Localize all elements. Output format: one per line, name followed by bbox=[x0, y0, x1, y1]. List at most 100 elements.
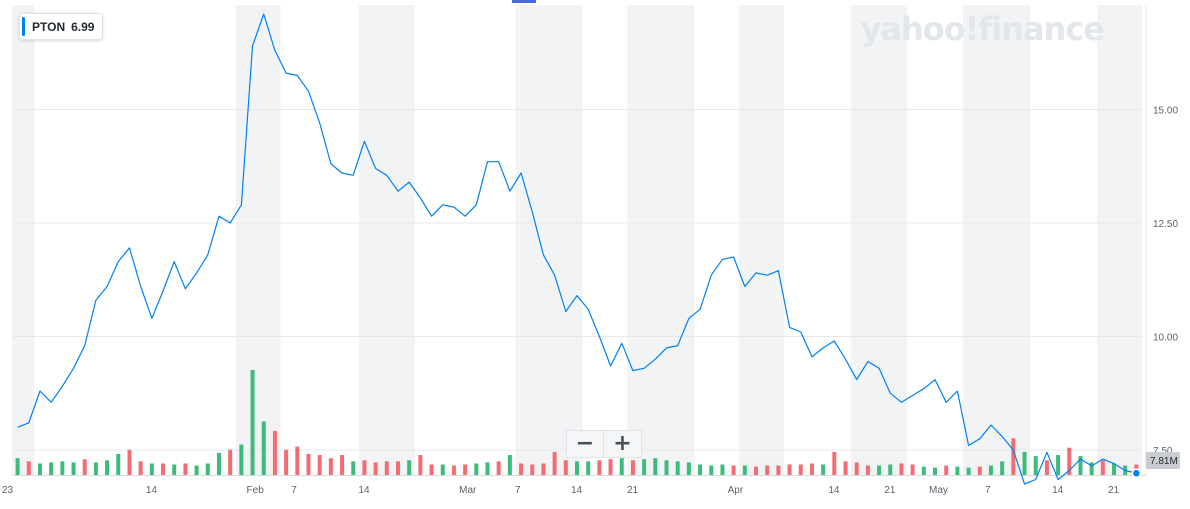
volume-bar bbox=[496, 461, 501, 475]
y-tick-label: 12.50 bbox=[1153, 219, 1178, 230]
volume-bar bbox=[1089, 462, 1094, 475]
volume-bar bbox=[205, 463, 210, 475]
shaded-band bbox=[12, 5, 35, 475]
volume-bar bbox=[888, 464, 893, 475]
volume-bar bbox=[373, 462, 378, 475]
volume-bar bbox=[530, 464, 535, 475]
volume-bar bbox=[49, 462, 54, 475]
zoom-in-button[interactable]: + bbox=[604, 430, 642, 458]
volume-bar bbox=[742, 465, 747, 475]
volume-bar bbox=[944, 465, 949, 475]
volume-bar bbox=[183, 463, 188, 475]
volume-bar bbox=[250, 370, 255, 475]
volume-bar bbox=[709, 465, 714, 475]
volume-bar bbox=[955, 466, 960, 475]
volume-bar bbox=[821, 464, 826, 475]
shaded-band bbox=[235, 5, 281, 475]
volume-bar bbox=[362, 460, 367, 475]
x-tick-label: Apr bbox=[728, 485, 744, 496]
volume-bar bbox=[720, 464, 725, 475]
volume-bar bbox=[977, 466, 982, 475]
volume-bar bbox=[272, 430, 277, 475]
volume-bar bbox=[1011, 438, 1016, 475]
volume-bar bbox=[854, 462, 859, 475]
volume-bar bbox=[877, 465, 882, 475]
volume-bar bbox=[161, 463, 166, 475]
volume-bar bbox=[239, 444, 244, 475]
volume-bar bbox=[1022, 451, 1027, 475]
last-price-dot bbox=[1131, 468, 1142, 478]
volume-bar bbox=[563, 460, 568, 475]
volume-bar bbox=[731, 465, 736, 475]
volume-bar bbox=[474, 463, 479, 475]
zoom-out-button[interactable]: − bbox=[566, 430, 604, 458]
shaded-band bbox=[851, 5, 908, 475]
x-tick-label: 21 bbox=[884, 485, 896, 496]
ticker-symbol: PTON bbox=[32, 19, 66, 34]
volume-bar bbox=[407, 460, 412, 475]
shaded-band bbox=[962, 5, 1031, 475]
volume-bar bbox=[1078, 456, 1083, 475]
volume-bar bbox=[519, 463, 524, 475]
volume-bar bbox=[843, 461, 848, 475]
volume-bar bbox=[586, 461, 591, 475]
x-tick-label: 14 bbox=[571, 485, 583, 496]
volume-bar bbox=[642, 459, 647, 475]
x-tick-label: May bbox=[929, 485, 948, 496]
volume-bar bbox=[910, 464, 915, 475]
volume-bar bbox=[451, 465, 456, 475]
volume-bar bbox=[899, 463, 904, 475]
zoom-controls: − + bbox=[566, 430, 642, 458]
volume-bar bbox=[1000, 461, 1005, 475]
volume-bar bbox=[284, 449, 289, 475]
shaded-band bbox=[358, 5, 415, 475]
shaded-band bbox=[515, 5, 583, 475]
volume-bar bbox=[664, 460, 669, 475]
y-axis: 7.50 10.00 12.50 15.00 bbox=[1153, 105, 1178, 457]
volume-bar bbox=[933, 467, 938, 475]
volume-bar bbox=[37, 463, 42, 475]
range-selector-handle[interactable] bbox=[512, 0, 536, 3]
volume-bar bbox=[765, 465, 770, 475]
x-tick-label: 14 bbox=[1052, 485, 1064, 496]
volume-bar bbox=[149, 463, 154, 475]
volume-bar bbox=[597, 460, 602, 475]
volume-bar bbox=[172, 464, 177, 475]
x-tick-label: 14 bbox=[828, 485, 840, 496]
volume-bar bbox=[317, 455, 322, 475]
volume-bar bbox=[1033, 456, 1038, 475]
volume-bar bbox=[809, 463, 814, 475]
shaded-band bbox=[739, 5, 784, 475]
volume-bar bbox=[686, 462, 691, 475]
volume-bar bbox=[988, 465, 993, 475]
volume-bar bbox=[463, 464, 468, 475]
x-tick-label: 7 bbox=[985, 485, 991, 496]
yahoo-finance-logo: yahoo!finance bbox=[860, 10, 1105, 48]
volume-bar bbox=[105, 460, 110, 475]
x-tick-label: 14 bbox=[358, 485, 370, 496]
x-tick-label: Mar bbox=[459, 485, 477, 496]
volume-bar bbox=[966, 467, 971, 475]
x-tick-label: 21 bbox=[1108, 485, 1120, 496]
volume-bar bbox=[1056, 455, 1061, 475]
volume-bar bbox=[608, 459, 613, 475]
volume-bar bbox=[507, 455, 512, 475]
ticker-badge[interactable]: PTON 6.99 bbox=[19, 13, 104, 40]
volume-bar bbox=[216, 452, 221, 475]
volume-bar bbox=[776, 465, 781, 475]
volume-bar bbox=[93, 462, 98, 475]
x-tick-label: 14 bbox=[146, 485, 158, 496]
volume-bar bbox=[351, 461, 356, 475]
ticker-last-price: 6.99 bbox=[71, 19, 95, 34]
x-tick-label: Feb bbox=[247, 485, 265, 496]
volume-bar bbox=[798, 464, 803, 475]
volume-bar bbox=[295, 446, 300, 475]
volume-bar bbox=[630, 460, 635, 475]
volume-bar bbox=[328, 458, 333, 475]
volume-bar bbox=[15, 458, 20, 475]
volume-bar bbox=[485, 462, 490, 475]
volume-bars bbox=[15, 370, 1139, 475]
volume-bar bbox=[754, 466, 759, 475]
volume-bar bbox=[116, 454, 121, 475]
